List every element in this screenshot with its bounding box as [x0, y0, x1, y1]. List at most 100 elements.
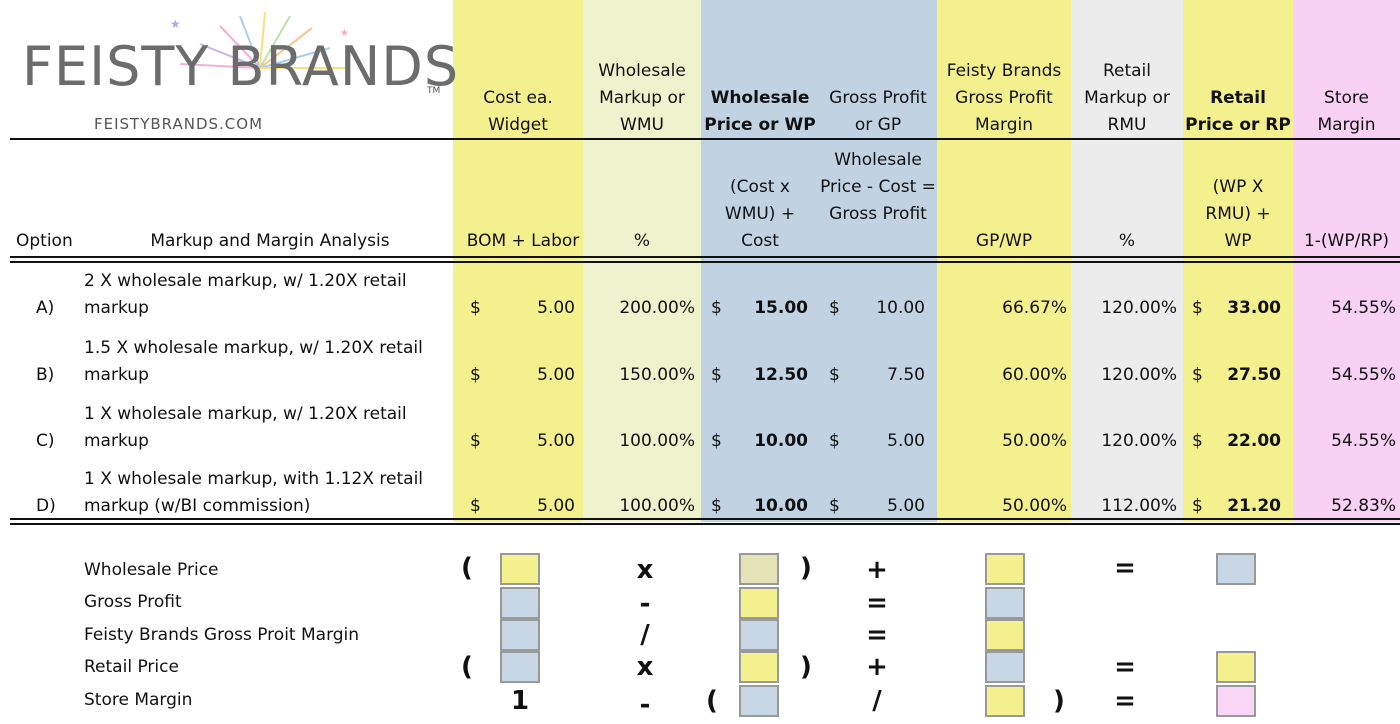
swatch-blue	[500, 619, 540, 651]
plus-operator: +	[866, 555, 888, 585]
header-gp: Gross Profit or GP	[829, 88, 927, 135]
wp-currency: $	[711, 431, 722, 451]
paren-close: )	[800, 652, 812, 682]
row-description-line1: 1.5 X wholesale markup, w/ 1.20X retail	[84, 338, 423, 358]
cost-value: 5.00	[537, 298, 575, 318]
rp-currency: $	[1192, 298, 1203, 318]
header-gpm: Feisty Brands Gross Profit Margin	[946, 61, 1062, 135]
wp-value: 10.00	[754, 496, 808, 516]
paren-close: )	[800, 553, 812, 583]
gpm-value: 66.67%	[1002, 298, 1067, 318]
swatch-yellow	[985, 685, 1025, 717]
equals-operator: =	[1114, 652, 1136, 682]
wmu-value: 200.00%	[619, 298, 695, 318]
swatch-blue	[500, 651, 540, 683]
paren-open: (	[461, 652, 473, 682]
rp-value: 27.50	[1227, 365, 1281, 385]
wp-currency: $	[711, 496, 722, 516]
gpm-value: 50.00%	[1002, 431, 1067, 451]
cost-currency: $	[470, 431, 481, 451]
wp-value: 15.00	[754, 298, 808, 318]
swatch-blue	[985, 587, 1025, 619]
row-description-line1: 1 X wholesale markup, w/ 1.20X retail	[84, 404, 407, 424]
swatch-yellow	[985, 619, 1025, 651]
subheader-sm: 1-(WP/RP)	[1303, 231, 1390, 251]
subheader-analysis: Markup and Margin Analysis	[150, 231, 390, 251]
formula-label-retail-price: Retail Price	[84, 657, 179, 677]
gpm-value: 50.00%	[1002, 496, 1067, 516]
swatch-blue	[985, 651, 1025, 683]
subheader-divider-2	[10, 261, 1400, 263]
gp-value: 5.00	[887, 496, 925, 516]
subheader-wp: (Cost x WMU) + Cost	[724, 177, 796, 251]
formula-label-wholesale-price: Wholesale Price	[84, 560, 219, 580]
swatch-yellow	[739, 651, 779, 683]
equals-operator: =	[866, 620, 888, 650]
row-description-line1: 1 X wholesale markup, with 1.12X retail	[84, 469, 424, 489]
svg-text:★: ★	[340, 28, 349, 39]
subheader-wmu: %	[633, 231, 651, 251]
equals-operator: =	[1114, 553, 1136, 583]
gp-currency: $	[829, 298, 840, 318]
row-description-line2: markup	[84, 298, 149, 318]
row-option: D)	[36, 496, 56, 516]
wmu-value: 100.00%	[619, 431, 695, 451]
wp-value: 10.00	[754, 431, 808, 451]
swatch-yellow	[500, 553, 540, 585]
svg-text:★: ★	[170, 17, 181, 31]
paren-open: (	[706, 686, 718, 716]
divide-operator: /	[872, 686, 882, 716]
swatch-blue	[739, 619, 779, 651]
number-one: 1	[510, 686, 530, 716]
swatch-blue	[739, 685, 779, 717]
subheader-cost: BOM + Labor	[466, 231, 580, 251]
header-divider	[10, 138, 1400, 140]
row-description-line2: markup (w/BI commission)	[84, 496, 311, 516]
wp-currency: $	[711, 365, 722, 385]
cost-currency: $	[470, 496, 481, 516]
row-option: C)	[36, 431, 55, 451]
times-operator: x	[636, 652, 654, 682]
cost-value: 5.00	[537, 365, 575, 385]
subheader-rp: (WP X RMU) + WP	[1205, 177, 1271, 251]
cost-value: 5.00	[537, 496, 575, 516]
wmu-value: 100.00%	[619, 496, 695, 516]
swatch-green	[739, 553, 779, 585]
header-cost: Cost ea. Widget	[483, 88, 553, 135]
formula-label-gross-profit-margin: Feisty Brands Gross Proit Margin	[84, 625, 360, 645]
times-operator: x	[636, 555, 654, 585]
subheader-divider-1	[10, 256, 1400, 258]
subheader-gpm: GP/WP	[975, 231, 1033, 251]
swatch-blue	[500, 587, 540, 619]
rmu-value: 120.00%	[1101, 298, 1177, 318]
swatch-yellow	[985, 553, 1025, 585]
table-bottom-1	[10, 518, 1400, 520]
header-rp: Retail Price or RP	[1185, 88, 1291, 135]
sm-value: 54.55%	[1331, 365, 1396, 385]
rp-currency: $	[1192, 431, 1203, 451]
equals-operator: =	[866, 588, 888, 618]
header-wmu: Wholesale Markup or WMU	[598, 61, 686, 135]
wp-value: 12.50	[754, 365, 808, 385]
sm-value: 52.83%	[1331, 496, 1396, 516]
divide-operator: /	[640, 620, 650, 650]
subheader-rmu: %	[1118, 231, 1136, 251]
subheader-option: Option	[16, 231, 73, 251]
gp-value: 7.50	[887, 365, 925, 385]
table-bottom-2	[10, 523, 1400, 525]
swatch-pink	[1216, 685, 1256, 717]
brand-url: FEISTYBRANDS.COM	[94, 115, 264, 133]
equals-operator: =	[1114, 686, 1136, 716]
row-description-line1: 2 X wholesale markup, w/ 1.20X retail	[84, 271, 407, 291]
wp-currency: $	[711, 298, 722, 318]
swatch-yellow	[739, 587, 779, 619]
sm-value: 54.55%	[1331, 431, 1396, 451]
minus-operator: -	[639, 690, 651, 720]
paren-close: )	[1053, 686, 1065, 716]
wmu-value: 150.00%	[619, 365, 695, 385]
cost-value: 5.00	[537, 431, 575, 451]
sm-value: 54.55%	[1331, 298, 1396, 318]
gp-currency: $	[829, 496, 840, 516]
rmu-value: 120.00%	[1101, 431, 1177, 451]
subheader-gp: Wholesale Price - Cost = Gross Profit	[820, 150, 936, 224]
